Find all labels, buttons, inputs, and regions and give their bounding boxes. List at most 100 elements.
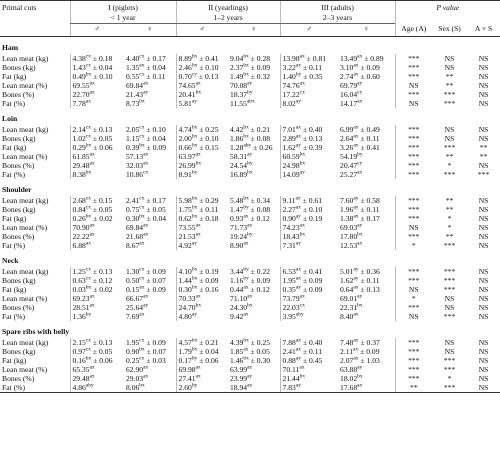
letters: by	[191, 355, 198, 362]
cell: 0.62bx ± 0.18	[175, 214, 229, 223]
value: 0.39	[126, 143, 140, 152]
value: 74.65	[178, 81, 196, 90]
cell: 1.30cx ± 0.09	[124, 267, 176, 276]
data-row: Lean meat (%) 65.35ax 62.90ax 69.98ax 63.99a…	[0, 365, 500, 374]
section-name: Loin	[2, 113, 18, 123]
value: 18.94	[230, 383, 248, 392]
p-value: NS	[478, 125, 489, 134]
sd: ± 0.29	[199, 196, 219, 205]
sd: ± 0.09	[360, 347, 380, 356]
value: 16.04	[340, 90, 358, 99]
letters: bx	[139, 98, 145, 105]
cell: 2.11ax ± 0.09	[338, 347, 395, 356]
p-value: ***	[394, 72, 433, 81]
cell: 24.98bx	[279, 161, 339, 170]
cell: 2.15cx ± 0.13	[69, 338, 124, 347]
sd: ± 0.09	[199, 276, 219, 285]
letters: ax	[195, 293, 201, 300]
p-value: NS	[394, 312, 433, 321]
value: 21.43	[126, 90, 144, 99]
cell: 17.80bx	[338, 232, 395, 241]
cell: 21.44bx	[279, 374, 339, 383]
cell: 14.17ax	[338, 99, 395, 108]
sd: ± 0.81	[306, 54, 327, 63]
cell: 73.55ax	[175, 223, 229, 232]
sd: ± 0.32	[250, 72, 271, 81]
cell: 3.22ax ± 0.11	[279, 62, 339, 72]
value: 0.62	[178, 214, 192, 223]
value: 19.24	[230, 232, 248, 241]
letters: ay	[247, 80, 253, 87]
value: 74.23	[282, 223, 300, 232]
letters: ay	[295, 240, 302, 247]
letters: cx	[143, 169, 149, 176]
p-value: ***	[394, 161, 433, 170]
cell: 13.49ax ± 0.89	[338, 54, 395, 63]
sd: ± 0.49	[360, 125, 380, 134]
sd: ± 0.09	[302, 285, 323, 294]
letters: bx	[191, 62, 198, 69]
cell: 0.35ay ± 0.09	[279, 285, 339, 294]
cell: 7.01ax ± 0.40	[279, 125, 339, 134]
cell: 65.35ax	[69, 365, 124, 374]
sd: ± 0.11	[302, 63, 323, 72]
cell: 5.98bx ± 0.29	[175, 196, 229, 205]
cell: 70.33ax	[175, 293, 229, 303]
value: 4.38	[72, 54, 86, 63]
p-value: NS	[394, 81, 433, 90]
sd: ± 0.41	[199, 54, 219, 63]
letters: ax	[299, 293, 305, 300]
p-value: ***	[394, 303, 433, 312]
p-value: **	[479, 143, 488, 152]
cell: 0.97cx ± 0.05	[69, 347, 124, 356]
letters: ay	[143, 302, 149, 309]
value: 2.27	[282, 205, 296, 214]
letters: ax	[295, 62, 302, 69]
letters: aby	[85, 382, 94, 389]
value: 8.38	[72, 170, 86, 179]
p-value: ***	[394, 214, 433, 223]
letters: bx	[191, 284, 198, 291]
cell: 0.70cy ± 0.13	[175, 72, 229, 81]
letters: ax	[353, 284, 359, 291]
value: 73.55	[178, 223, 196, 232]
p-value: ***	[443, 267, 456, 276]
row-label: Fat (kg)	[2, 285, 27, 294]
cell: 7.31ay	[279, 240, 339, 250]
sd: ± 0.06	[93, 143, 113, 152]
letters: ay	[191, 240, 198, 247]
letters: ax	[357, 240, 363, 247]
cell: 2.89ax ± 0.13	[279, 134, 339, 143]
row-label: Bones (kg)	[2, 347, 36, 356]
cell: 17.22cx	[279, 90, 339, 99]
data-row: Fat (%) 6.88ax 8.67ax 4.92ay 8.90ax 7.31ay 12.…	[0, 241, 500, 250]
sd: ± 0.11	[360, 276, 380, 285]
value: 63.97	[178, 152, 196, 161]
sd: ± 0.10	[302, 205, 323, 214]
value: 7.01	[282, 125, 296, 134]
letters: ax	[89, 160, 95, 167]
cell: 5.48bx ± 0.34	[228, 196, 280, 205]
cell: 70.90ax	[69, 223, 124, 232]
value: 0.35	[282, 285, 296, 294]
letters: ax	[353, 142, 359, 149]
value: 29.48	[72, 374, 90, 383]
section-row: Neck	[0, 250, 500, 267]
letters: ax	[299, 53, 305, 60]
row-label: Bones (kg)	[2, 63, 36, 72]
value: 20.47	[340, 161, 358, 170]
p-value: NS	[444, 63, 455, 72]
value: 74.76	[282, 81, 300, 90]
value: 6.88	[72, 241, 86, 250]
p-value: ***	[394, 170, 433, 179]
cell: 1.47by ± 0.08	[228, 205, 280, 214]
cell: 21.68ax	[124, 232, 176, 241]
value: 3.10	[340, 63, 354, 72]
p-value: **	[479, 152, 488, 161]
cell: 4.57bx ± 0.21	[175, 338, 229, 347]
p-value: **	[445, 196, 454, 205]
value: 2.41	[282, 347, 296, 356]
letters: ax	[85, 240, 91, 247]
cell: 0.93ax ± 0.12	[228, 214, 280, 223]
cell: 17.68ax	[338, 383, 396, 393]
